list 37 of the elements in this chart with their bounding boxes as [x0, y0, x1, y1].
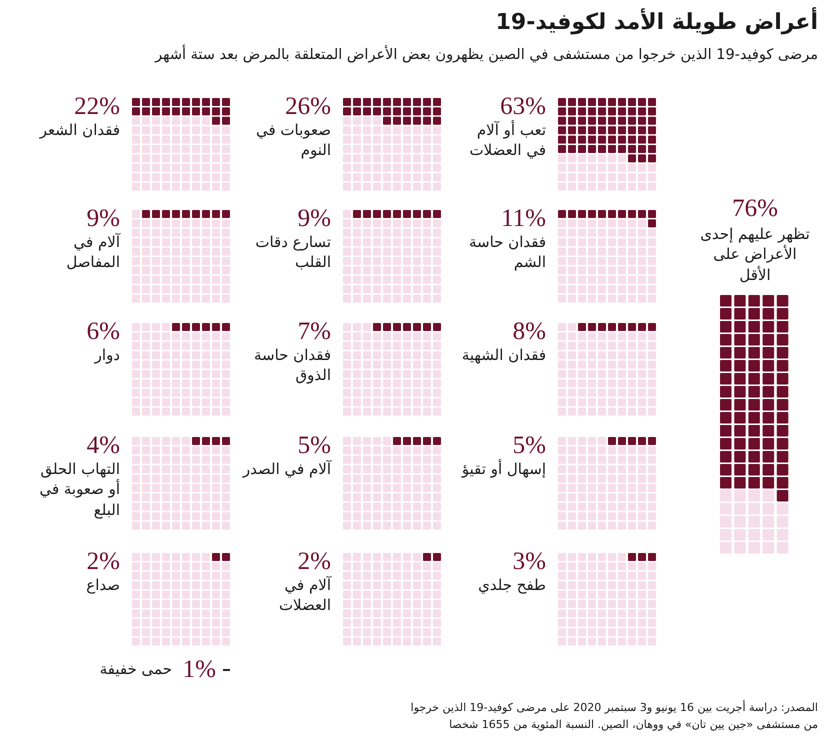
data-label: 9% [298, 205, 331, 232]
category-label: إسهال أو تقيؤ [460, 459, 546, 480]
category-label: التهاب الحلق أو صعوبة في البلع [38, 459, 120, 520]
category-label: فقدان حاسة الشم [468, 232, 546, 272]
category-label: آلام في العضلات [278, 575, 331, 616]
text: أعراض طويلة الأمد لكوفيد-19 [494, 8, 818, 37]
data-label: 5% [512, 432, 546, 459]
data-label: 4% [86, 432, 120, 459]
category-label: حمى خفيفة [98, 659, 172, 680]
data-label: 5% [298, 432, 331, 459]
data-label: 63% [500, 93, 546, 120]
data-label: 76% [731, 195, 779, 222]
data-label: 7% [298, 318, 331, 345]
data-label: 2% [86, 548, 120, 575]
category-label: تسارع دقات القلب [254, 232, 331, 272]
text: المصدر: دراسة أجريت بين 16 يونيو و3 سبتمبر 2020 على مرضى كوفيد-19 الذين خرجوا من مستشفى «جين يين تان» في ووهان، الصين. النسبة المئوية من 1655 شخصا [410, 700, 818, 733]
category-label: تظهر عليهم إحدى الأعراض على الأقل [700, 224, 810, 285]
category-label: صعوبات في النوم [254, 120, 331, 160]
data-label: 1% [182, 656, 216, 683]
data-label: 26% [285, 93, 331, 120]
category-label: آلام في الصدر [241, 459, 331, 480]
data-label: 8% [512, 318, 546, 345]
category-label: فقدان الشعر [38, 120, 120, 140]
data-label: 3% [512, 548, 546, 575]
category-label: آلام في المفاصل [65, 232, 120, 272]
category-label: طفح جلدي [477, 575, 546, 596]
category-label: دوار [93, 345, 120, 366]
data-label: 22% [74, 93, 120, 120]
data-label: 9% [86, 205, 120, 232]
text: مرضى كوفيد-19 الذين خرجوا من مستشفى في الصين يظهرون بعض الأعراض المتعلقة بالمرض بعد ستة أشهر [154, 46, 818, 65]
category-label: فقدان حاسة الذوق [252, 345, 331, 386]
category-label: فقدان الشهية [460, 345, 546, 366]
data-label: 6% [86, 318, 120, 345]
data-label: 2% [298, 548, 331, 575]
data-label: 11% [501, 205, 546, 232]
category-label: صداع [85, 575, 120, 596]
category-label: تعب أو آلام في العضلات [468, 120, 546, 160]
